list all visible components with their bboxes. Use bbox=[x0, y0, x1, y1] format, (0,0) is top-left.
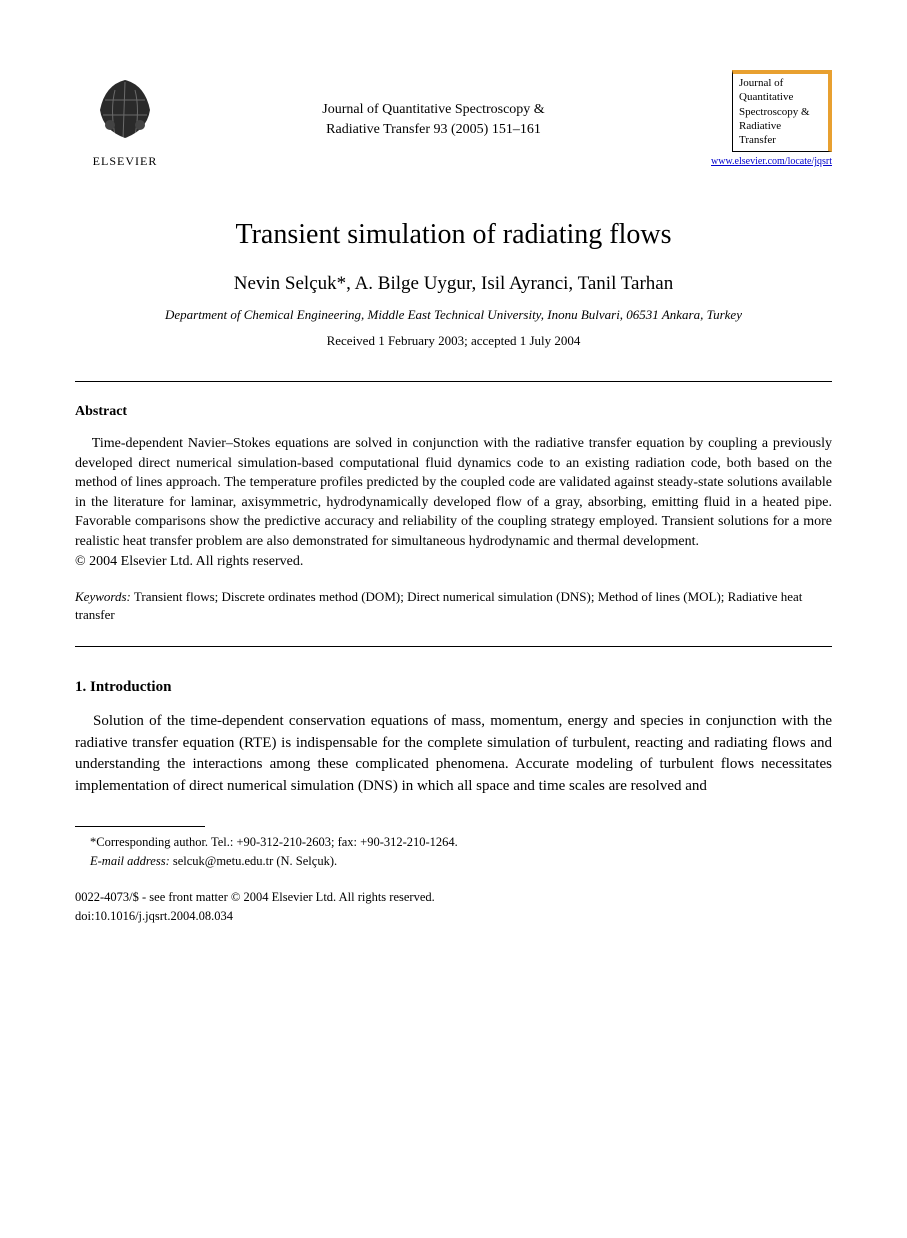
page-header: ELSEVIER Journal of Quantitative Spectro… bbox=[75, 70, 832, 169]
elsevier-logo-icon bbox=[85, 70, 165, 150]
abstract-text: Time-dependent Navier–Stokes equations a… bbox=[75, 434, 832, 552]
email-value: selcuk@metu.edu.tr (N. Selçuk). bbox=[170, 854, 337, 868]
journal-citation: Journal of Quantitative Spectroscopy & R… bbox=[175, 70, 692, 139]
journal-line-2: Radiative Transfer 93 (2005) 151–161 bbox=[175, 120, 692, 140]
front-matter-line: 0022-4073/$ - see front matter © 2004 El… bbox=[75, 888, 832, 907]
email-label: E-mail address: bbox=[90, 854, 170, 868]
divider-top bbox=[75, 381, 832, 382]
keywords-text: Transient flows; Discrete ordinates meth… bbox=[75, 589, 802, 622]
affiliation-line: Department of Chemical Engineering, Midd… bbox=[75, 307, 832, 323]
publisher-name: ELSEVIER bbox=[93, 154, 158, 169]
journal-url-link[interactable]: www.elsevier.com/locate/jqsrt bbox=[711, 156, 832, 167]
authors-line: Nevin Selçuk*, A. Bilge Uygur, Isil Ayra… bbox=[75, 273, 832, 295]
cover-l1: Journal of bbox=[739, 76, 822, 90]
doi-block: 0022-4073/$ - see front matter © 2004 El… bbox=[75, 888, 832, 926]
section-1-text: Solution of the time-dependent conservat… bbox=[75, 711, 832, 798]
keywords-label: Keywords: bbox=[75, 589, 131, 604]
divider-bottom bbox=[75, 646, 832, 647]
cover-l3: Spectroscopy & bbox=[739, 105, 822, 119]
cover-l5: Transfer bbox=[739, 133, 822, 147]
received-accepted-dates: Received 1 February 2003; accepted 1 Jul… bbox=[75, 333, 832, 349]
journal-line-1: Journal of Quantitative Spectroscopy & bbox=[175, 100, 692, 120]
publisher-block: ELSEVIER bbox=[75, 70, 175, 169]
email-footnote: E-mail address: selcuk@metu.edu.tr (N. S… bbox=[75, 852, 832, 871]
abstract-section: Abstract Time-dependent Navier–Stokes eq… bbox=[75, 404, 832, 570]
journal-cover-block: Journal of Quantitative Spectroscopy & R… bbox=[692, 70, 832, 167]
keywords-line: Keywords: Transient flows; Discrete ordi… bbox=[75, 588, 832, 624]
article-title: Transient simulation of radiating flows bbox=[75, 219, 832, 251]
corresponding-author-footnote: *Corresponding author. Tel.: +90-312-210… bbox=[75, 833, 832, 852]
cover-l4: Radiative bbox=[739, 119, 822, 133]
cover-l2: Quantitative bbox=[739, 90, 822, 104]
section-1-heading: 1. Introduction bbox=[75, 679, 832, 696]
doi-line: doi:10.1016/j.jqsrt.2004.08.034 bbox=[75, 907, 832, 926]
abstract-copyright: © 2004 Elsevier Ltd. All rights reserved… bbox=[75, 554, 832, 570]
journal-cover-icon: Journal of Quantitative Spectroscopy & R… bbox=[732, 70, 832, 152]
footnote-divider bbox=[75, 826, 205, 827]
abstract-heading: Abstract bbox=[75, 404, 832, 420]
